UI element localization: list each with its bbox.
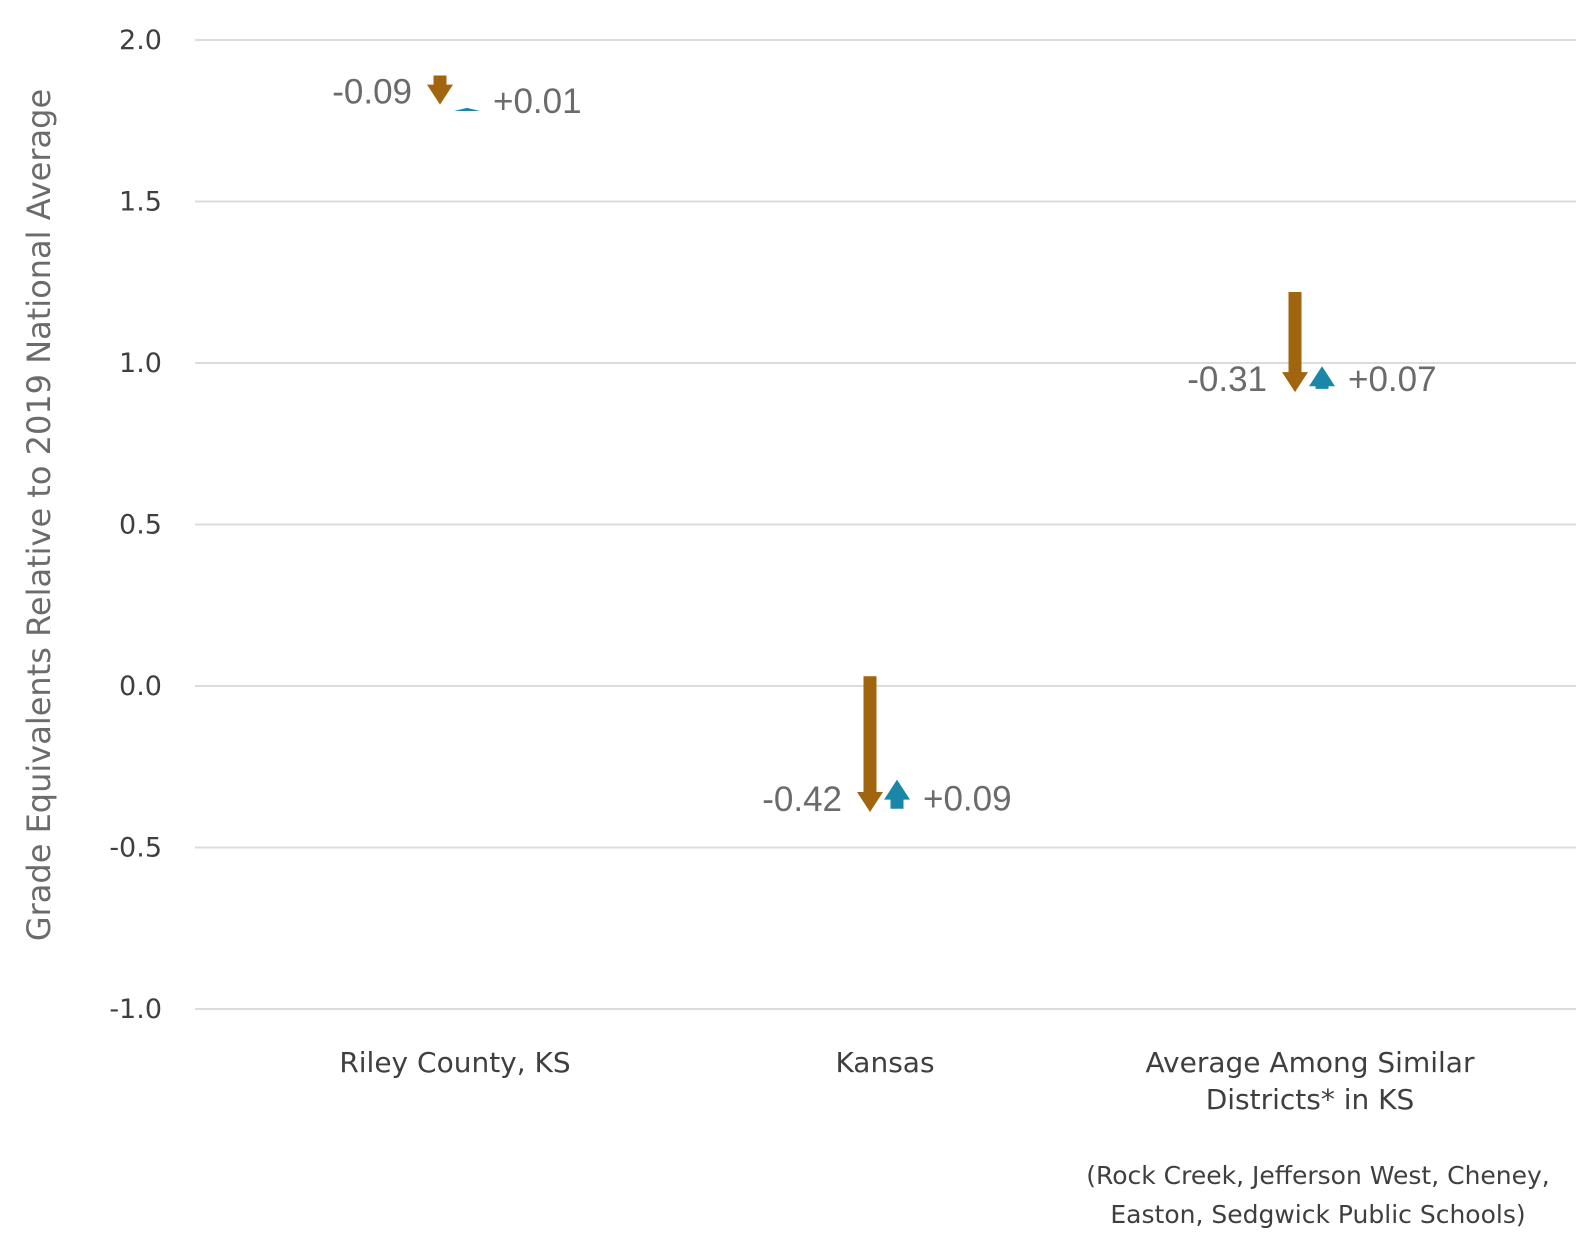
footnote: (Rock Creek, Jefferson West, Cheney, East… — [1086, 1161, 1550, 1229]
y-tick-label: -0.5 — [109, 833, 162, 864]
decline-label: -0.31 — [1187, 360, 1267, 399]
change-arrows: -0.09 +0.01 -0.42 +0.09 -0.31 +0.07 — [332, 73, 1436, 819]
decline-arrow — [427, 75, 453, 105]
y-tick-label: -1.0 — [109, 994, 162, 1025]
x-category-label: Districts* in KS — [1206, 1083, 1415, 1116]
x-axis-categories: Riley County, KS Kansas Average Among Simi… — [339, 1046, 1475, 1116]
y-tick-label: 0.5 — [119, 510, 162, 541]
y-axis-title: Grade Equivalents Relative to 2019 Natio… — [20, 89, 58, 941]
y-tick-label: 1.0 — [119, 348, 162, 379]
x-category-label: Riley County, KS — [339, 1046, 570, 1079]
x-category-label: Kansas — [835, 1046, 934, 1079]
recovery-label: +0.01 — [493, 82, 582, 121]
gridlines — [195, 39, 1576, 1010]
decline-arrow — [1282, 291, 1308, 393]
decline-arrow — [857, 676, 883, 812]
decline-label: -0.09 — [332, 73, 412, 112]
footnote-line: Easton, Sedgwick Public Schools) — [1110, 1200, 1525, 1229]
y-tick-label: 1.5 — [119, 187, 162, 218]
recovery-arrow — [884, 779, 910, 809]
x-category-label: Average Among Similar — [1146, 1046, 1475, 1079]
recovery-arrow — [1309, 366, 1335, 389]
footnote-line: (Rock Creek, Jefferson West, Cheney, — [1086, 1161, 1550, 1190]
recovery-label: +0.07 — [1348, 360, 1437, 399]
recovery-label: +0.09 — [923, 780, 1012, 819]
y-tick-label: 2.0 — [119, 25, 162, 56]
recovery-arrow — [454, 107, 480, 112]
decline-label: -0.42 — [762, 780, 842, 819]
y-axis-ticks: 2.0 1.5 1.0 0.5 0.0 -0.5 -1.0 — [109, 25, 162, 1025]
y-tick-label: 0.0 — [119, 671, 162, 702]
